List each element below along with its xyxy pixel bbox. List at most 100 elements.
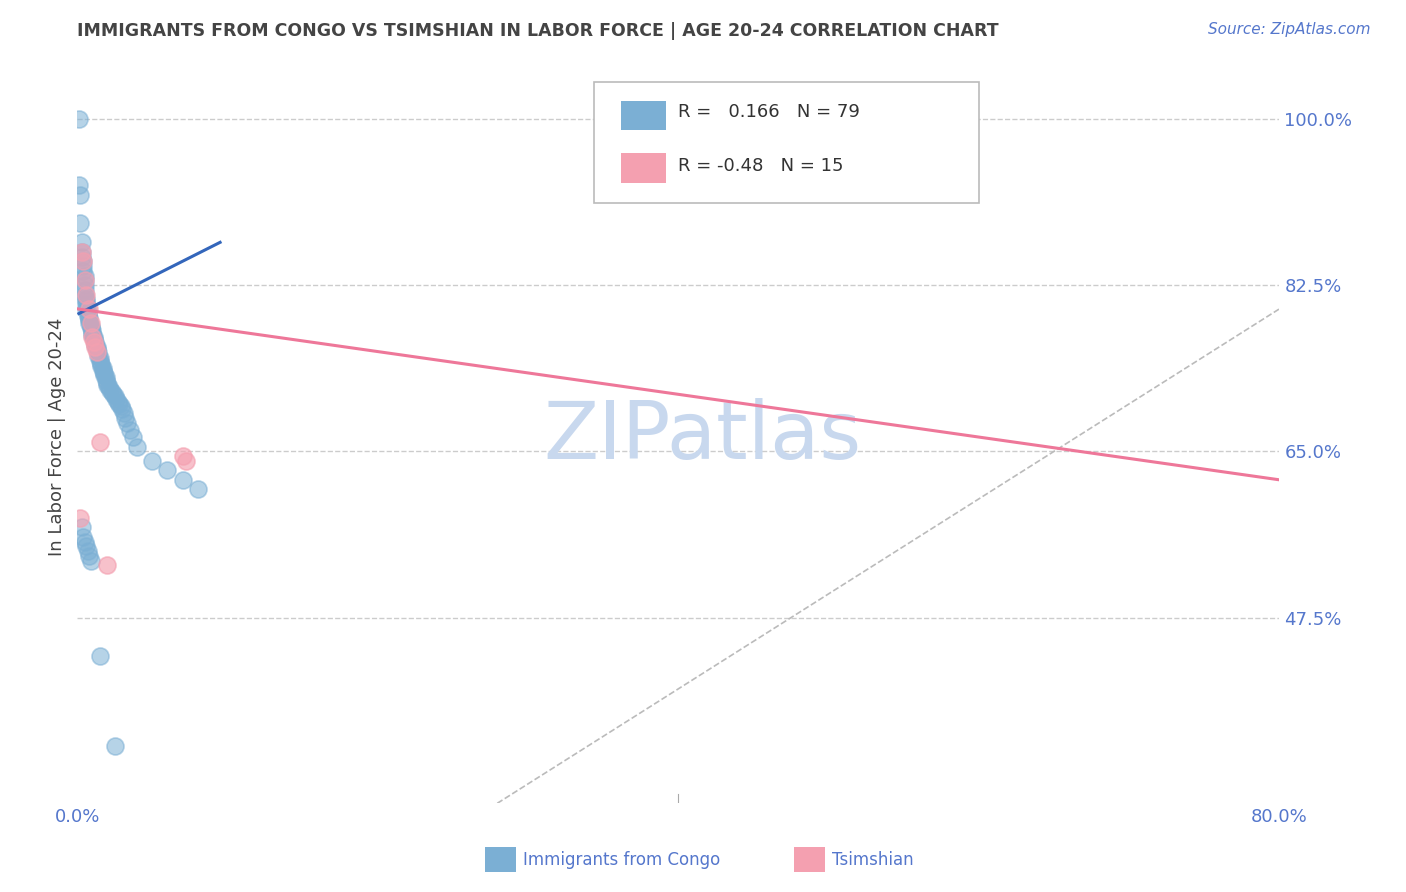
- Point: [73, 283, 96, 297]
- Point: [96, 376, 118, 390]
- Point: [89, 354, 111, 368]
- Point: [75, 297, 97, 311]
- Point: [96, 558, 118, 573]
- Point: [83, 330, 105, 344]
- Point: [67, 178, 90, 193]
- Point: [174, 454, 197, 468]
- Point: [70, 244, 93, 259]
- Point: [82, 328, 104, 343]
- Point: [108, 397, 131, 411]
- Point: [70, 250, 93, 264]
- Point: [87, 344, 110, 359]
- Point: [107, 395, 129, 409]
- Point: [70, 235, 93, 250]
- Point: [76, 303, 98, 318]
- Point: [80, 318, 103, 333]
- Point: [187, 483, 209, 497]
- Point: [79, 549, 101, 563]
- Point: [72, 530, 94, 544]
- Point: [73, 278, 96, 293]
- Point: [79, 316, 101, 330]
- Point: [87, 349, 110, 363]
- Point: [82, 323, 104, 337]
- Point: [100, 383, 122, 397]
- Bar: [620, 101, 666, 130]
- Text: Immigrants from Congo: Immigrants from Congo: [523, 851, 720, 869]
- Point: [79, 311, 101, 326]
- Point: [75, 301, 97, 316]
- Point: [73, 268, 96, 283]
- Point: [73, 287, 96, 301]
- Y-axis label: In Labor Force | Age 20-24: In Labor Force | Age 20-24: [48, 318, 66, 557]
- Point: [122, 430, 145, 444]
- Point: [89, 434, 111, 449]
- Point: [90, 357, 112, 371]
- Point: [156, 463, 179, 477]
- Point: [86, 342, 108, 356]
- Point: [94, 373, 117, 387]
- Point: [103, 387, 125, 401]
- Point: [67, 112, 90, 126]
- Point: [111, 401, 134, 416]
- Text: R = -0.48   N = 15: R = -0.48 N = 15: [679, 158, 844, 176]
- FancyBboxPatch shape: [595, 82, 979, 203]
- Point: [73, 273, 96, 287]
- Point: [84, 335, 107, 350]
- Text: R =   0.166   N = 79: R = 0.166 N = 79: [679, 103, 860, 120]
- Point: [83, 335, 105, 350]
- Point: [89, 351, 111, 366]
- Text: Tsimshian: Tsimshian: [832, 851, 914, 869]
- Text: Source: ZipAtlas.com: Source: ZipAtlas.com: [1208, 22, 1371, 37]
- Point: [89, 648, 111, 663]
- Point: [84, 340, 107, 354]
- Point: [72, 259, 94, 273]
- Text: IMMIGRANTS FROM CONGO VS TSIMSHIAN IN LABOR FORCE | AGE 20-24 CORRELATION CHART: IMMIGRANTS FROM CONGO VS TSIMSHIAN IN LA…: [77, 22, 998, 40]
- Point: [79, 301, 101, 316]
- Point: [80, 553, 103, 567]
- Point: [69, 216, 91, 230]
- Point: [112, 406, 135, 420]
- Point: [90, 359, 112, 373]
- Point: [79, 313, 101, 327]
- Point: [94, 370, 117, 384]
- Point: [86, 340, 108, 354]
- Point: [76, 544, 98, 558]
- Point: [75, 539, 97, 553]
- Point: [75, 293, 97, 307]
- Point: [104, 739, 127, 753]
- Point: [80, 316, 103, 330]
- Point: [97, 380, 120, 394]
- Point: [75, 287, 97, 301]
- Point: [141, 454, 163, 468]
- Point: [91, 360, 114, 375]
- Point: [110, 399, 132, 413]
- Point: [70, 244, 93, 259]
- Point: [69, 187, 91, 202]
- Point: [84, 338, 107, 352]
- Point: [72, 264, 94, 278]
- Point: [73, 534, 96, 549]
- Point: [104, 389, 127, 403]
- Point: [114, 411, 136, 425]
- Point: [70, 520, 93, 534]
- Point: [96, 377, 118, 392]
- Point: [73, 273, 96, 287]
- Point: [80, 321, 103, 335]
- Point: [86, 344, 108, 359]
- Text: ZIPatlas: ZIPatlas: [543, 398, 862, 476]
- Point: [115, 416, 138, 430]
- Point: [118, 424, 141, 438]
- Point: [91, 363, 114, 377]
- Point: [76, 310, 98, 324]
- Point: [76, 307, 98, 321]
- Point: [105, 392, 128, 406]
- Point: [72, 254, 94, 268]
- Point: [127, 440, 149, 454]
- Point: [93, 367, 115, 381]
- Point: [172, 473, 194, 487]
- Point: [72, 254, 94, 268]
- Point: [101, 385, 124, 400]
- Point: [75, 294, 97, 309]
- Point: [69, 511, 91, 525]
- Point: [82, 326, 104, 340]
